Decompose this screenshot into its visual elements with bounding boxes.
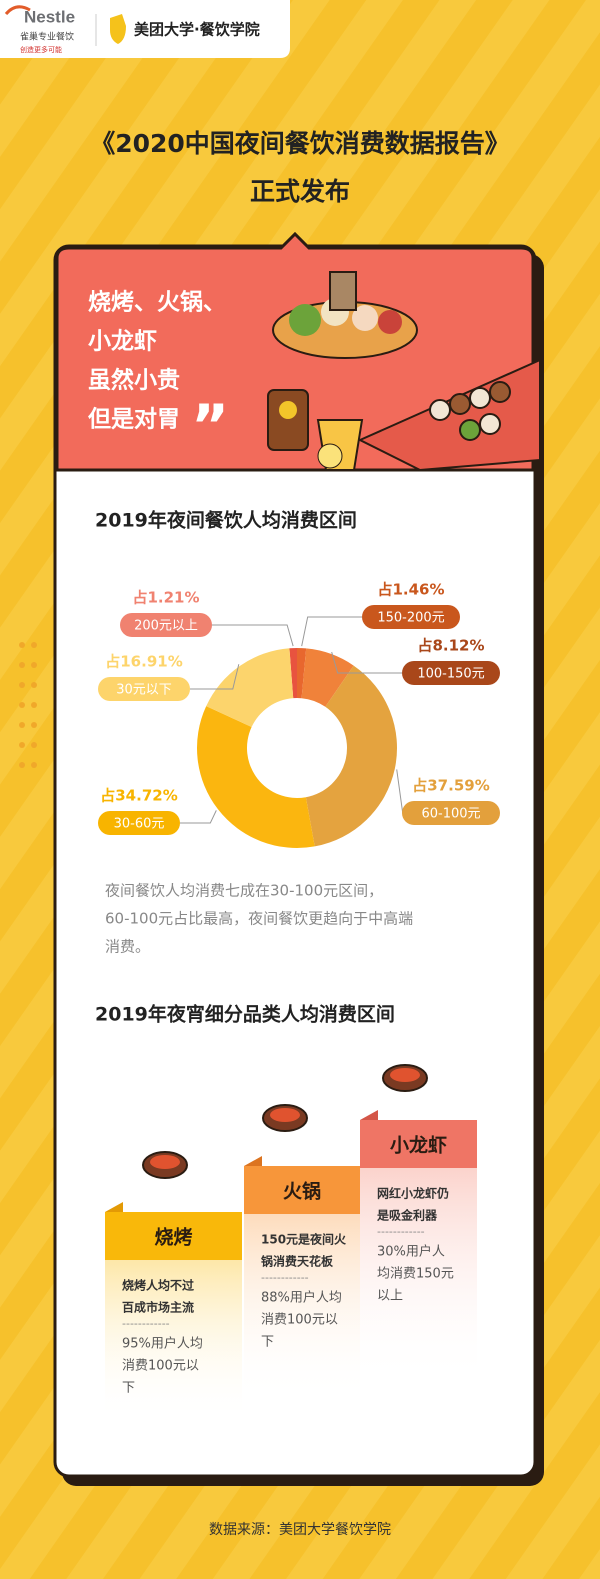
note-line: 夜间餐饮人均消费七成在30-100元区间， [105,882,383,900]
note-line: 60-100元占比最高，夜间餐饮更趋向于中高端 [105,910,413,928]
value-label: 占1.46% [377,581,444,599]
column-separator: ------------ [122,1317,170,1330]
column-detail: 以上 [377,1289,403,1304]
note-line: 消费。 [105,938,150,956]
column-detail: 95%用户人均 [122,1336,203,1352]
hero [55,231,535,472]
category-pill [98,677,190,701]
leader-line [301,616,362,647]
category-pill [362,605,460,629]
hero-line: 烧烤、火锅、 [88,289,226,316]
column-detail: 消费100元以 [122,1359,199,1374]
value-label: 占16.91% [105,653,182,671]
value-label: 占8.12% [417,637,484,655]
quote-mark: ” [191,392,229,460]
main-title: 《2020中国夜间餐饮消费数据报告》 [90,129,510,158]
column-detail: 88%用户人均 [261,1290,342,1306]
value-label: 占1.21% [132,589,199,607]
column-detail: 30%用户人 [377,1244,445,1260]
column-highlight: 锅消费天花板 [261,1254,334,1269]
column-header [105,1212,242,1260]
brand1-slogan: 创造更多可能 [20,45,62,54]
value-label: 占37.59% [412,777,489,795]
category-pill [402,661,500,685]
leader-line [190,664,240,690]
column-detail: 消费100元以 [261,1313,338,1328]
food-icon [270,1108,300,1122]
value-label: 占34.72% [100,787,177,805]
column-detail: 下 [122,1381,135,1396]
chart-title: 2019年夜间餐饮人均消费区间 [95,509,357,532]
column-header [360,1120,477,1168]
main-subtitle: 正式发布 [250,177,350,206]
column-tab [244,1156,262,1166]
column-highlight: 百成市场主流 [122,1300,194,1315]
category-label: 60-100元 [421,807,480,822]
decor-dots [19,642,37,768]
hero-line: 小龙虾 [88,329,157,355]
food-icon [150,1155,180,1169]
donut-slice [197,706,315,848]
column-detail: 均消费150元 [377,1267,454,1282]
leader-line [212,624,294,647]
hero-illustration [267,271,541,472]
category-pill [98,811,180,835]
donut-slice [305,665,398,847]
source: 数据来源：美团大学餐饮学院 [209,1522,391,1538]
column-tab [105,1202,123,1212]
column-separator: ------------ [261,1271,309,1284]
brand1: Nestle [24,7,75,26]
column-separator: ------------ [377,1225,425,1238]
category-label: 100-150元 [417,667,484,682]
column-body [105,1260,242,1420]
category-label: 30-60元 [114,817,165,832]
column-body [360,1168,477,1382]
brand1-cn: 雀巢专业餐饮 [20,31,74,43]
column-highlight: 烧烤人均不过 [122,1278,194,1293]
logo-swoosh [4,5,31,16]
section-title: 2019年夜宵细分品类人均消费区间 [95,1003,395,1026]
category-pill [120,613,212,637]
column-highlight: 150元是夜间火 [261,1232,347,1247]
brand2: 美团大学·餐饮学院 [134,21,260,39]
column-highlight: 是吸金利器 [376,1208,438,1223]
column-header [244,1166,360,1214]
donut-slice [301,648,354,707]
column-highlight: 网红小龙虾仍 [377,1186,449,1201]
meituan-logo [110,14,126,44]
column-name: 火锅 [283,1180,321,1203]
category-pill [402,801,500,825]
column-name: 烧烤 [154,1226,192,1249]
column-tab [360,1110,378,1120]
header-banner [0,0,290,58]
leader-line [331,651,402,674]
food-icon [390,1068,420,1082]
category-label: 150-200元 [377,611,444,626]
category-label: 30元以下 [116,683,172,698]
column-name: 小龙虾 [390,1134,447,1157]
donut-slice [297,648,307,699]
hero-line: 虽然小贵 [88,367,180,394]
category-label: 200元以上 [134,619,198,634]
hero-line: 但是对胃 [88,407,180,433]
leader-line [180,810,217,824]
donut-slice [289,648,297,699]
column-detail: 下 [261,1335,274,1350]
donut-slice [206,648,294,728]
column-body [244,1214,360,1400]
